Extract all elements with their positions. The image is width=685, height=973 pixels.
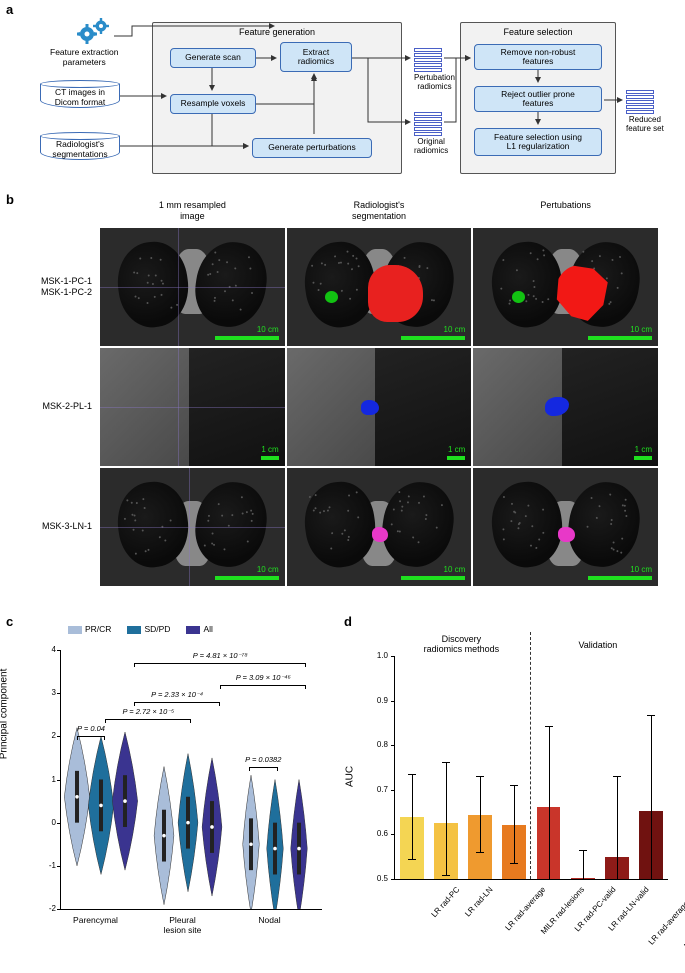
panel-a: Feature extraction parameters CT images … bbox=[22, 12, 685, 192]
reduced-stack-icon: Reduced feature set bbox=[626, 90, 664, 134]
d-ytick: 0.8 bbox=[370, 740, 388, 749]
pert-stack-icon: Pertubation radiomics bbox=[414, 48, 455, 92]
pert-stack-label: Pertubation radiomics bbox=[414, 74, 455, 92]
pvalue-label: P = 3.09 × 10⁻⁴⁶ bbox=[223, 673, 303, 682]
ct-cylinder-label: CT images in Dicom format bbox=[40, 84, 120, 108]
violin bbox=[110, 650, 140, 909]
panel-a-label: a bbox=[6, 2, 13, 17]
c-ytick: 1 bbox=[38, 775, 56, 784]
ct-r2c2: 1 cm bbox=[287, 348, 472, 466]
fs1-node: Remove non-robust features bbox=[474, 44, 602, 70]
ct-r1c2: 10 cm bbox=[287, 228, 472, 346]
fs3-node: Feature selection using L1 regularizatio… bbox=[474, 128, 602, 156]
fs-title: Feature selection bbox=[503, 27, 572, 37]
violin bbox=[284, 650, 314, 909]
c-ylabel: Principal component bbox=[0, 669, 10, 760]
seg-cylinder-label: Radiologist's segmentations bbox=[40, 136, 120, 160]
c-ytick: 3 bbox=[38, 688, 56, 697]
pvalue-label: P = 0.04 bbox=[51, 724, 131, 733]
b-row3-label: MSK-3-LN-1 bbox=[18, 468, 98, 586]
legend-swatch-all bbox=[186, 626, 200, 634]
ct-r1c3: 10 cm bbox=[473, 228, 658, 346]
d-ytick: 0.5 bbox=[370, 874, 388, 883]
ct-r2c3: 1 cm bbox=[473, 348, 658, 466]
c-xtick: Nodal bbox=[258, 915, 280, 925]
pvalue-label: P = 0.0382 bbox=[223, 755, 303, 764]
fg-title: Feature generation bbox=[239, 27, 315, 37]
d-ytick: 1.0 bbox=[370, 651, 388, 660]
gen-pert-node: Generate perturbations bbox=[252, 138, 372, 158]
c-plot-area: P = 0.04P = 2.72 × 10⁻⁵P = 2.33 × 10⁻⁴P … bbox=[60, 650, 322, 910]
b-col3-header: Pertubations bbox=[473, 200, 658, 226]
pvalue-label: P = 2.33 × 10⁻⁴ bbox=[137, 690, 217, 699]
legend-swatch-sdpd bbox=[127, 626, 141, 634]
c-ytick: -1 bbox=[38, 861, 56, 870]
pvalue-label: P = 4.81 × 10⁻⁷⁸ bbox=[180, 651, 260, 660]
panel-b: 1 mm resampled image Radiologist's segme… bbox=[8, 200, 658, 586]
c-ytick: 0 bbox=[38, 818, 56, 827]
panel-c-legend: PR/CR SD/PD All bbox=[68, 624, 213, 634]
generate-scan-node: Generate scan bbox=[170, 48, 256, 68]
c-xtick: Parencymal bbox=[73, 915, 118, 925]
fs2-node: Reject outlier prone features bbox=[474, 86, 602, 112]
b-col1-header: 1 mm resampled image bbox=[100, 200, 285, 226]
orig-stack-label: Original radiomics bbox=[414, 138, 448, 156]
panel-c: PR/CR SD/PD All Principal component P = … bbox=[8, 620, 328, 960]
b-row2-label: MSK-2-PL-1 bbox=[18, 348, 98, 466]
pvalue-label: P = 2.72 × 10⁻⁵ bbox=[108, 707, 188, 716]
ct-r3c2: 10 cm bbox=[287, 468, 472, 586]
d-ytick: 0.6 bbox=[370, 829, 388, 838]
resample-node: Resample voxels bbox=[170, 94, 256, 114]
d-ytick: 0.7 bbox=[370, 785, 388, 794]
c-ytick: -2 bbox=[38, 904, 56, 913]
gear-icon bbox=[74, 16, 114, 48]
figure-root: a Feature extraction parameters CT image… bbox=[0, 0, 685, 973]
panel-d: AUC 0.50.60.70.80.91.0LR rad-PCLR rad-LN… bbox=[348, 620, 678, 960]
ct-r3c3: 10 cm bbox=[473, 468, 658, 586]
ct-r3c1: 10 cm bbox=[100, 468, 285, 586]
b-row1-label: MSK-1-PC-1 MSK-1-PC-2 bbox=[18, 228, 98, 346]
d-ytick: 0.9 bbox=[370, 696, 388, 705]
d-section-validation: Validation bbox=[558, 640, 638, 650]
b-col2-header: Radiologist's segmentation bbox=[287, 200, 472, 226]
ct-r2c1: 1 cm bbox=[100, 348, 285, 466]
ct-r1c1: 10 cm bbox=[100, 228, 285, 346]
c-xtick: Pleural lesion site bbox=[164, 915, 202, 935]
extract-node: Extract radiomics bbox=[280, 42, 352, 72]
d-ylabel: AUC bbox=[345, 766, 356, 787]
c-ytick: 4 bbox=[38, 645, 56, 654]
ct-cylinder: CT images in Dicom format bbox=[40, 80, 120, 108]
d-section-discovery: Discovery radiomics methods bbox=[411, 634, 511, 654]
c-ytick: 2 bbox=[38, 731, 56, 740]
params-label: Feature extraction parameters bbox=[50, 48, 119, 68]
seg-cylinder: Radiologist's segmentations bbox=[40, 132, 120, 160]
orig-stack-icon: Original radiomics bbox=[414, 112, 448, 156]
d-plot-area bbox=[394, 656, 668, 880]
reduced-stack-label: Reduced feature set bbox=[626, 116, 664, 134]
legend-swatch-prcr bbox=[68, 626, 82, 634]
